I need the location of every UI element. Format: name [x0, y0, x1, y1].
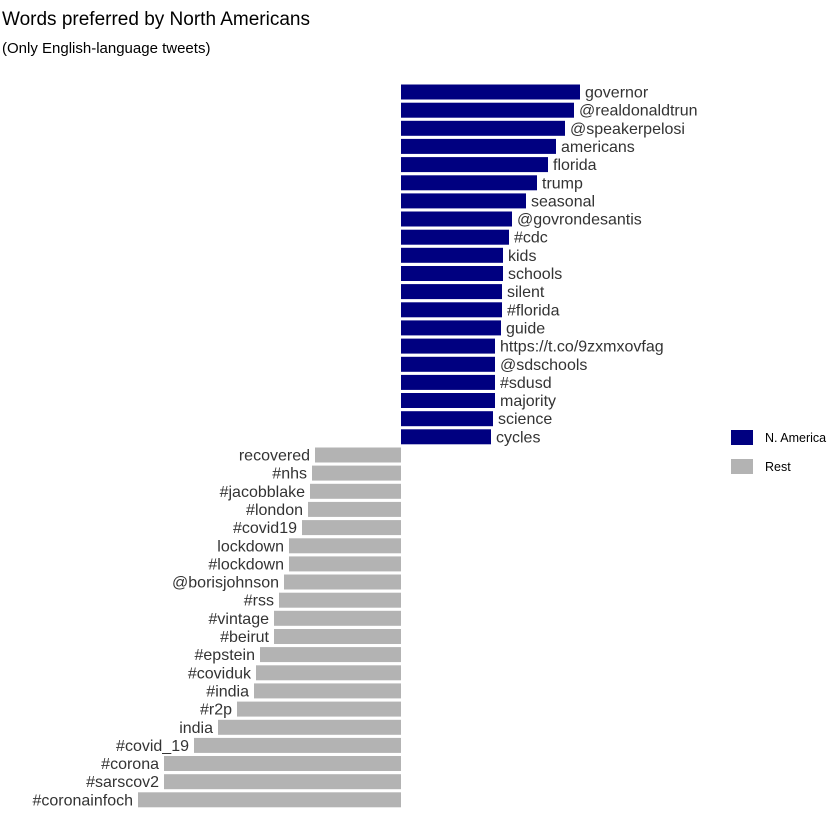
bar-label-florida: #florida	[507, 302, 560, 319]
bar-label-lockdown: lockdown	[217, 538, 284, 555]
bar-label-majority: majority	[500, 393, 556, 410]
bar-label-india: india	[179, 720, 213, 737]
bar-corona	[164, 756, 401, 771]
bars-group: governor@realdonaldtrun@speakerpelosiame…	[32, 84, 698, 809]
bar-label-coviduk: #coviduk	[188, 665, 252, 682]
bar-label-https-t-co-9zxmxovfag: https://t.co/9zxmxovfag	[500, 339, 664, 356]
bar-label-beirut: #beirut	[220, 629, 269, 646]
bar-label-india: #india	[206, 683, 249, 700]
bar-label-kids: kids	[508, 248, 536, 265]
bar-label-london: #london	[246, 502, 303, 519]
bar-label-schools: schools	[508, 266, 562, 283]
bar-speakerpelosi	[401, 120, 565, 136]
bar-sdusd	[401, 374, 495, 390]
bar-realdonaldtrun	[401, 102, 574, 118]
bar-london	[308, 501, 401, 517]
bar-label-govrondesantis: @govrondesantis	[517, 212, 642, 229]
bar-label-sarscov2: #sarscov2	[86, 774, 159, 791]
bar-label-epstein: #epstein	[195, 647, 256, 664]
bar-label-seasonal: seasonal	[531, 193, 595, 210]
bar-label-florida: florida	[553, 157, 597, 174]
bar-covid19	[302, 520, 401, 536]
bar-govrondesantis	[401, 211, 512, 227]
bar-label-covid19: #covid19	[233, 520, 297, 537]
bar-cycles	[401, 429, 491, 445]
bar-schools	[401, 266, 503, 281]
bar-lockdown	[289, 556, 401, 572]
bar-label-borisjohnson: @borisjohnson	[172, 575, 279, 592]
bar-borisjohnson	[284, 574, 401, 590]
bar-india	[254, 683, 401, 699]
bar-sarscov2	[164, 774, 401, 790]
legend-swatch-n-america	[731, 430, 753, 445]
bar-seasonal	[401, 193, 526, 209]
bar-beirut	[274, 629, 401, 644]
bar-covid-19	[194, 737, 401, 753]
bar-vintage	[274, 610, 401, 626]
bar-kids	[401, 247, 503, 263]
bar-label-r2p: #r2p	[200, 702, 232, 719]
bar-label-science: science	[498, 411, 552, 428]
bar-label-lockdown: #lockdown	[208, 556, 284, 573]
bar-governor	[401, 84, 580, 100]
bar-nhs	[312, 465, 401, 481]
legend-label-n-america: N. America	[765, 431, 826, 445]
bar-trump	[401, 175, 537, 191]
legend-label-rest: Rest	[765, 460, 791, 474]
bar-cdc	[401, 229, 509, 245]
legend: N. America Rest	[731, 430, 826, 474]
legend-swatch-rest	[731, 459, 753, 474]
bar-americans	[401, 138, 556, 154]
bar-label-guide: guide	[506, 320, 545, 337]
bar-label-sdusd: #sdusd	[500, 375, 552, 392]
bar-label-americans: americans	[561, 139, 635, 156]
bar-lockdown	[289, 538, 401, 554]
bar-coviduk	[256, 665, 401, 681]
bar-label-nhs: #nhs	[272, 466, 307, 483]
bar-florida	[401, 157, 548, 173]
bar-label-governor: governor	[585, 85, 649, 102]
bar-label-realdonaldtrun: @realdonaldtrun	[579, 103, 698, 120]
bar-label-corona: #corona	[101, 756, 159, 773]
bar-recovered	[315, 447, 401, 463]
bar-label-vintage: #vintage	[209, 611, 270, 628]
bar-label-cycles: cycles	[496, 429, 540, 446]
bar-label-covid-19: #covid_19	[116, 738, 189, 755]
bar-label-rss: #rss	[244, 593, 274, 610]
chart-title: Words preferred by North Americans	[2, 9, 310, 30]
bar-florida	[401, 302, 502, 318]
bar-label-coronainfoch: #coronainfoch	[32, 792, 133, 809]
bar-india	[218, 719, 401, 735]
bar-epstein	[260, 647, 401, 663]
bar-jacobblake	[310, 483, 401, 499]
bar-science	[401, 411, 493, 427]
bar-label-speakerpelosi: @speakerpelosi	[570, 121, 685, 138]
bar-sdschools	[401, 356, 495, 372]
bar-label-sdschools: @sdschools	[500, 357, 587, 374]
bar-majority	[401, 393, 495, 408]
bar-r2p	[237, 701, 401, 717]
bar-guide	[401, 320, 501, 336]
bar-label-silent: silent	[507, 284, 545, 301]
bar-coronainfoch	[138, 792, 401, 808]
bar-label-cdc: #cdc	[514, 230, 548, 247]
bar-rss	[279, 592, 401, 608]
bar-https-t-co-9zxmxovfag	[401, 338, 495, 354]
chart-subtitle: (Only English-language tweets)	[2, 40, 210, 57]
bar-silent	[401, 284, 502, 300]
bar-label-trump: trump	[542, 175, 583, 192]
bar-label-recovered: recovered	[239, 448, 310, 465]
bar-label-jacobblake: #jacobblake	[220, 484, 306, 501]
